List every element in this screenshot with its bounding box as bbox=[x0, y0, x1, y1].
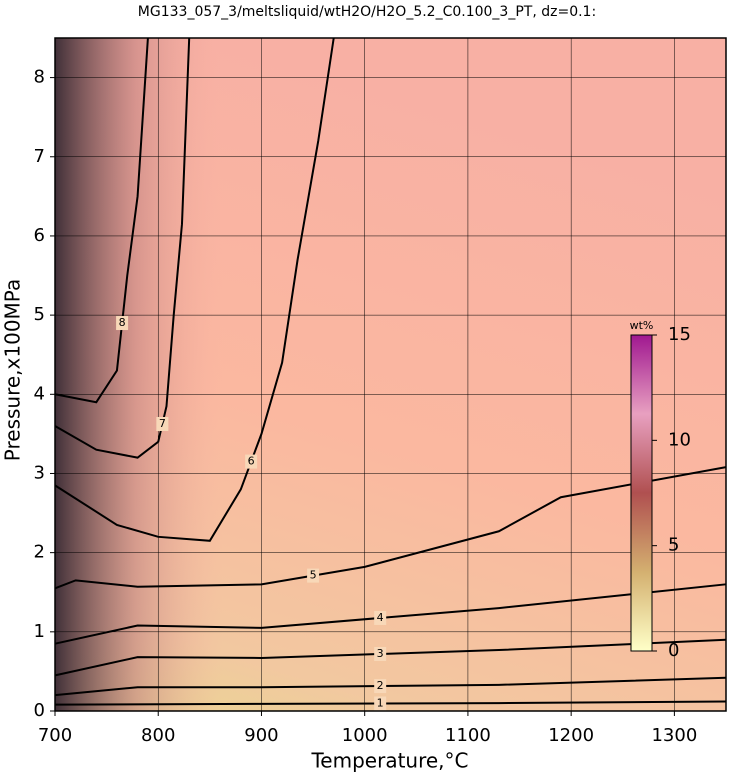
y-tick-label: 4 bbox=[34, 383, 45, 404]
x-tick-label: 700 bbox=[38, 725, 72, 746]
y-tick-label: 7 bbox=[34, 146, 45, 167]
x-tick-label: 1100 bbox=[445, 725, 491, 746]
contour-label-bg bbox=[374, 696, 387, 711]
contour-line bbox=[54, 676, 727, 697]
y-axis-label: Pressure,x100MPa bbox=[1, 279, 25, 461]
contour-label-bg bbox=[116, 316, 129, 331]
y-tick-label: 0 bbox=[34, 700, 45, 721]
y-tick-label: 8 bbox=[34, 67, 45, 88]
contour-line bbox=[54, 583, 727, 645]
contour-label: 6 bbox=[248, 455, 255, 468]
contour-label: 1 bbox=[377, 696, 384, 709]
contour-label-bg bbox=[374, 679, 387, 694]
contour-label-bg bbox=[156, 416, 169, 431]
contour-label: 7 bbox=[159, 417, 166, 430]
contour-label-bg bbox=[374, 646, 387, 661]
contour-line bbox=[54, 638, 727, 677]
x-axis-label: Temperature,°C bbox=[310, 749, 468, 773]
chart-title: MG133_057_3/meltsliquid/wtH2O/H2O_5.2_C0… bbox=[138, 4, 596, 20]
contour-label-bg bbox=[307, 568, 320, 583]
y-tick-label: 6 bbox=[34, 225, 45, 246]
x-tick-label: 900 bbox=[244, 725, 278, 746]
contour-label: 4 bbox=[377, 611, 384, 624]
contour-label: 3 bbox=[377, 647, 384, 660]
x-tick-label: 1000 bbox=[342, 725, 388, 746]
colorbar-label: wt% bbox=[630, 319, 654, 332]
contour-label: 5 bbox=[310, 569, 317, 582]
contour-label-bg bbox=[245, 454, 258, 469]
y-tick-label: 3 bbox=[34, 462, 45, 483]
y-tick-label: 1 bbox=[34, 621, 45, 642]
colorbar-tick-label: 15 bbox=[668, 324, 691, 345]
x-tick-label: 1300 bbox=[651, 725, 697, 746]
contour-label-bg bbox=[374, 610, 387, 625]
colorbar-tick-label: 10 bbox=[668, 429, 691, 450]
colorbar-tick-label: 5 bbox=[668, 535, 679, 556]
y-tick-label: 2 bbox=[34, 542, 45, 563]
x-tick-label: 800 bbox=[141, 725, 175, 746]
contour-label: 2 bbox=[377, 679, 384, 692]
colorbar bbox=[630, 334, 653, 652]
plot-frame bbox=[54, 37, 727, 712]
colorbar-tick-label: 0 bbox=[668, 640, 679, 661]
y-tick-label: 5 bbox=[34, 304, 45, 325]
contour-label: 8 bbox=[119, 316, 126, 329]
x-tick-label: 1200 bbox=[548, 725, 594, 746]
plot-shade bbox=[55, 38, 726, 711]
